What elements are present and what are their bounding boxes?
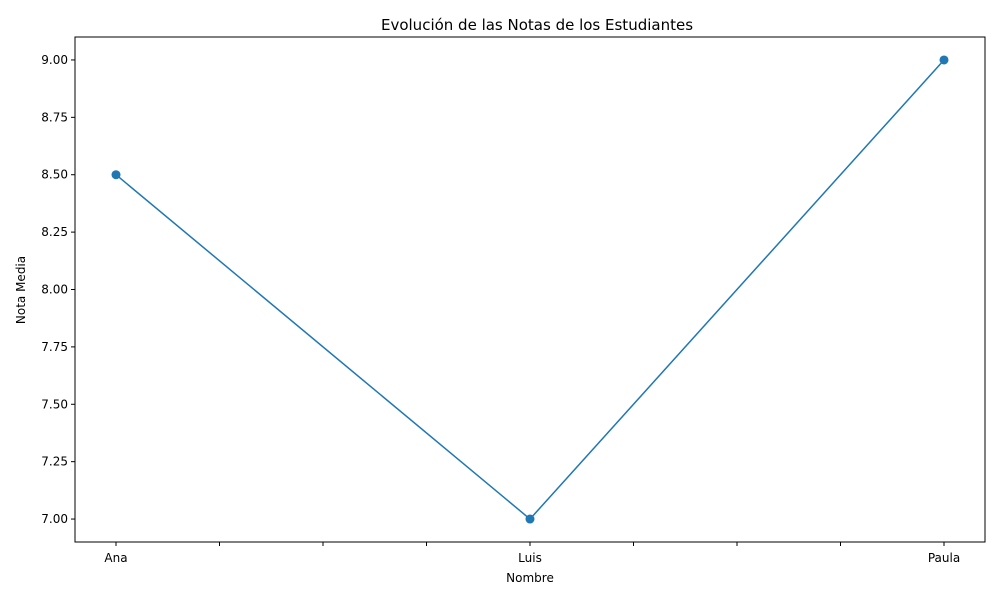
series-line bbox=[115, 59, 945, 521]
data-point bbox=[939, 55, 949, 65]
y-axis: 7.00 7.25 7.50 7.75 8.00 8.25 8.50 8.75 9.00 bbox=[41, 53, 75, 526]
chart-title: Evolución de las Notas de los Estudiante… bbox=[381, 16, 693, 34]
data-point bbox=[525, 514, 535, 524]
y-tick-label: 9.00 bbox=[41, 53, 68, 67]
data-point bbox=[111, 170, 121, 180]
x-tick-label: Paula bbox=[928, 551, 960, 565]
y-tick-label: 7.50 bbox=[41, 397, 68, 411]
y-tick-label: 7.25 bbox=[41, 455, 68, 469]
plot-area: 7.00 7.25 7.50 7.75 8.00 8.25 8.50 8.75 9.00 Ana… bbox=[41, 36, 986, 565]
y-tick-label: 8.50 bbox=[41, 168, 68, 182]
y-tick-label: 8.75 bbox=[41, 110, 68, 124]
y-tick-label: 7.75 bbox=[41, 340, 68, 354]
axes-frame bbox=[74, 36, 986, 543]
series-layer bbox=[111, 55, 949, 524]
x-axis-label: Nombre bbox=[506, 571, 554, 585]
y-tick-label: 8.25 bbox=[41, 225, 68, 239]
x-tick-label: Luis bbox=[518, 551, 542, 565]
x-tick-label: Ana bbox=[104, 551, 127, 565]
x-axis: Ana Luis Paula bbox=[104, 542, 960, 565]
y-tick-label: 8.00 bbox=[41, 283, 68, 297]
y-tick-label: 7.00 bbox=[41, 512, 68, 526]
y-axis-label: Nota Media bbox=[14, 256, 28, 324]
